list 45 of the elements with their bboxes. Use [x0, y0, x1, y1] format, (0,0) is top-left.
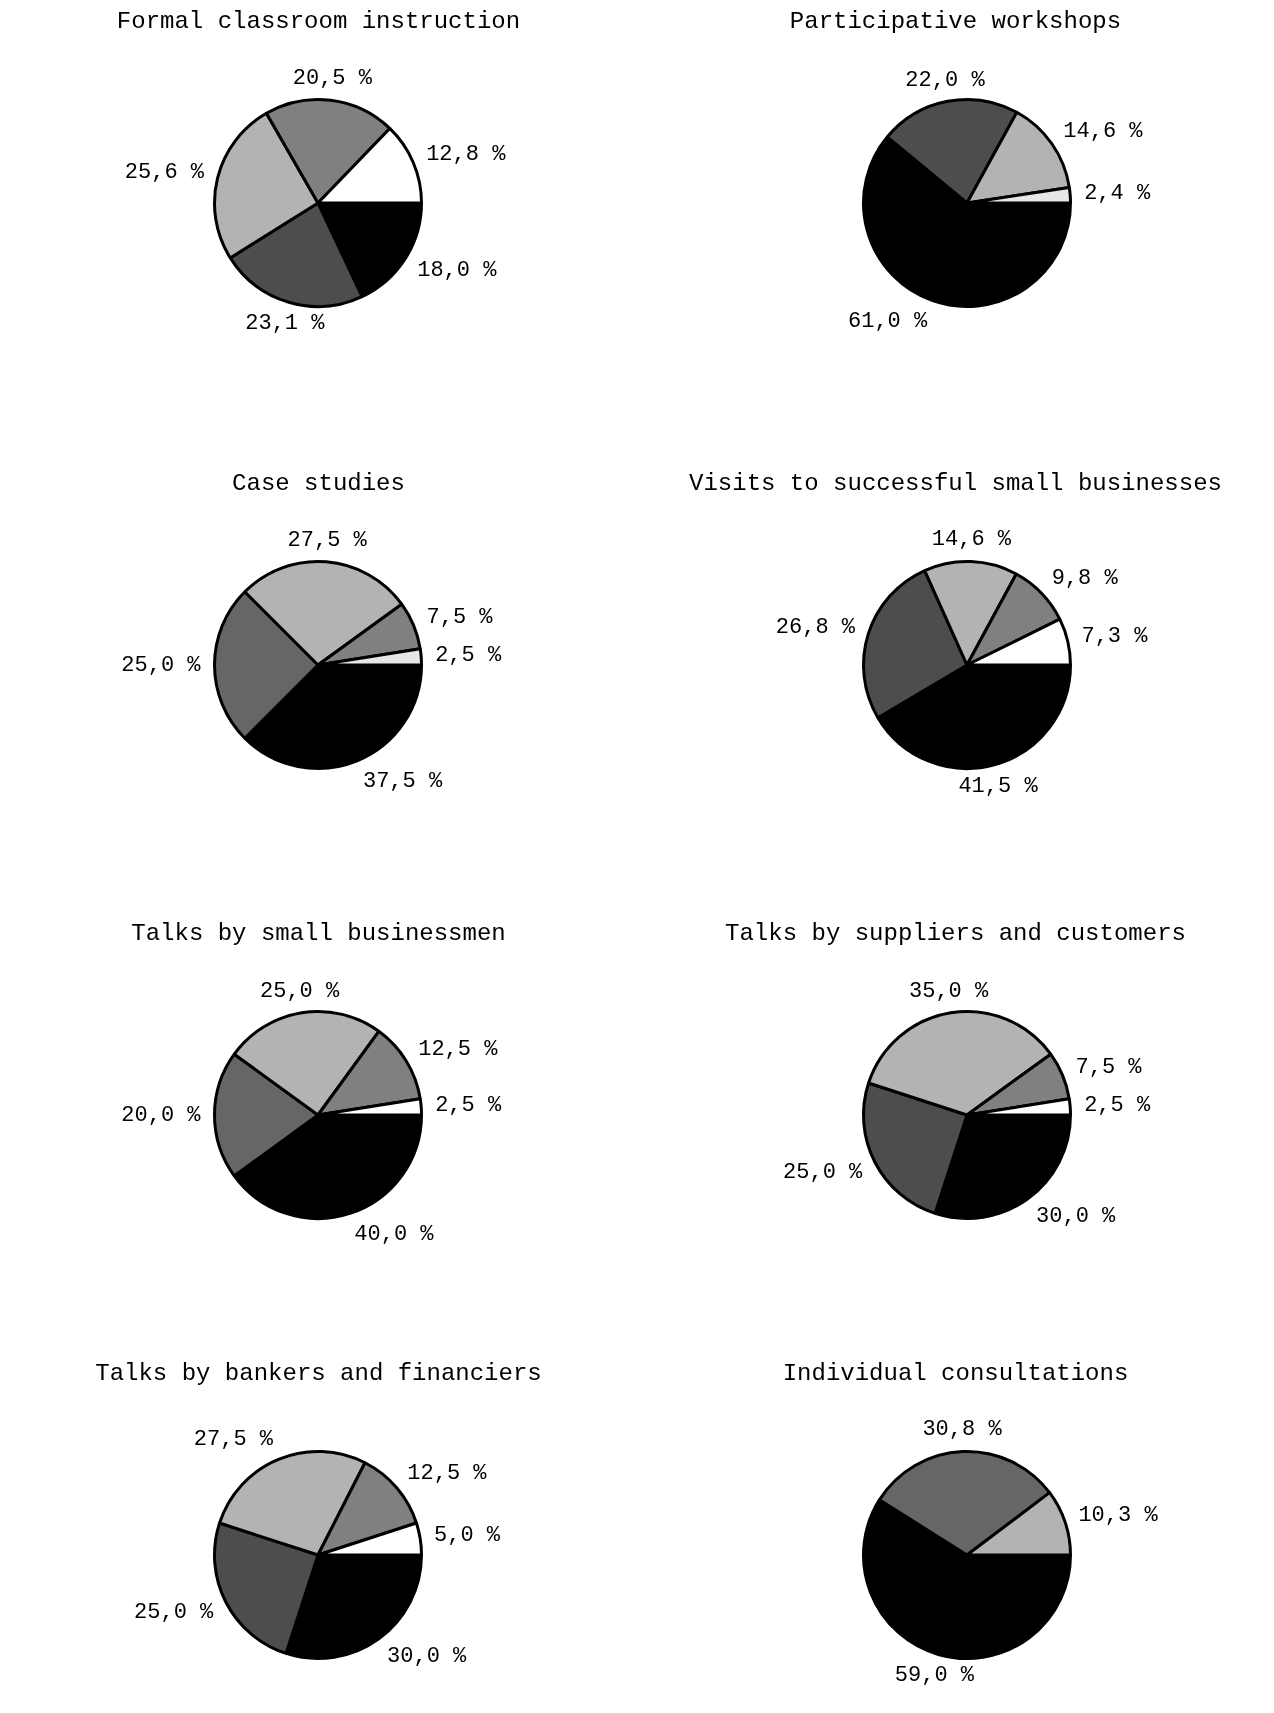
data-label: 7,3 %	[1081, 624, 1149, 650]
data-label: 25,0 %	[260, 978, 341, 1004]
data-label: 14,6 %	[1063, 118, 1144, 144]
data-label: 23,1 %	[245, 311, 326, 337]
data-label: 14,6 %	[931, 527, 1012, 553]
data-label: 20,5 %	[292, 66, 373, 92]
chart-title: Individual consultations	[781, 1360, 1130, 1387]
data-label: 30,8 %	[922, 1417, 1003, 1443]
chart-title: Formal classroom instruction	[115, 8, 522, 35]
data-label: 2,5 %	[435, 642, 502, 668]
data-label: 26,8 %	[775, 614, 856, 640]
data-label: 2,4 %	[1084, 181, 1151, 207]
data-label: 18,0 %	[417, 258, 498, 284]
data-label: 22,0 %	[905, 67, 986, 93]
data-label: 25,0 %	[783, 1159, 864, 1185]
chart-title: Case studies	[231, 470, 406, 497]
chart-title: Visits to successful small businesses	[688, 470, 1223, 497]
chart-title: Talks by small businessmen	[130, 920, 507, 947]
data-label: 12,5 %	[418, 1037, 499, 1063]
data-label: 35,0 %	[909, 978, 990, 1004]
data-label: 27,5 %	[193, 1426, 274, 1452]
chart-title: Talks by suppliers and customers	[724, 920, 1187, 947]
data-label: 2,5 %	[1084, 1092, 1151, 1118]
data-label: 12,5 %	[407, 1461, 488, 1487]
data-label: 30,0 %	[387, 1644, 468, 1670]
chart-title: Talks by bankers and financiers	[94, 1360, 543, 1387]
data-label: 61,0 %	[847, 308, 928, 334]
data-label: 30,0 %	[1036, 1204, 1117, 1230]
data-label: 12,8 %	[426, 141, 507, 167]
chart-title: Participative workshops	[788, 8, 1123, 35]
data-label: 2,5 %	[435, 1092, 502, 1118]
data-label: 25,6 %	[124, 160, 205, 186]
data-label: 25,0 %	[121, 652, 202, 678]
data-label: 40,0 %	[354, 1222, 435, 1248]
data-label: 7,5 %	[426, 604, 494, 630]
data-label: 59,0 %	[894, 1663, 975, 1689]
data-label: 7,5 %	[1075, 1054, 1143, 1080]
data-label: 27,5 %	[287, 527, 368, 553]
data-label: 9,8 %	[1051, 565, 1119, 591]
data-label: 25,0 %	[134, 1599, 215, 1625]
data-label: 5,0 %	[434, 1523, 501, 1549]
data-label: 20,0 %	[121, 1102, 202, 1128]
data-label: 37,5 %	[362, 768, 443, 794]
data-label: 10,3 %	[1078, 1502, 1159, 1528]
data-label: 41,5 %	[958, 773, 1039, 799]
